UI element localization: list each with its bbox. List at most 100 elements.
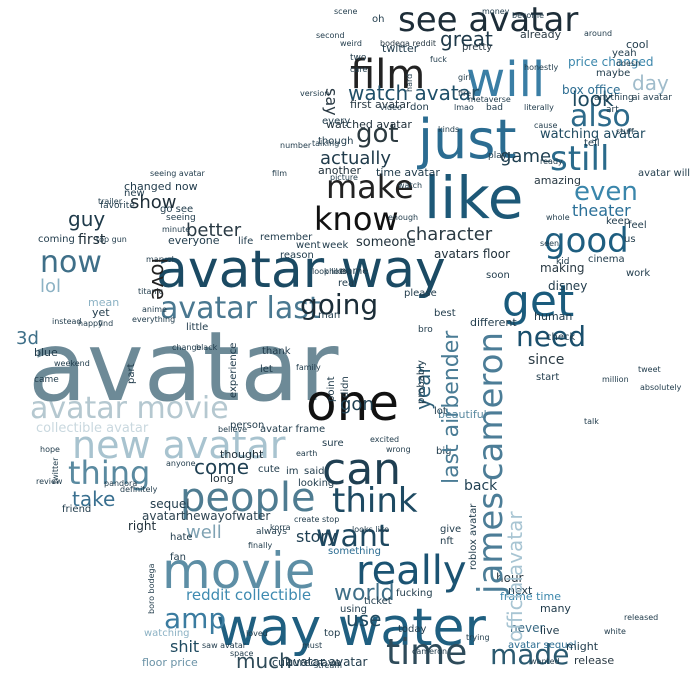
word: ticket <box>364 596 392 607</box>
word: right <box>128 519 156 533</box>
word: weekend <box>54 359 90 368</box>
word: though <box>318 136 353 147</box>
word: already <box>520 28 562 41</box>
word: first <box>78 232 106 248</box>
word: photo <box>324 267 347 276</box>
word: story <box>296 527 336 546</box>
word: girl <box>458 73 471 82</box>
word: scene <box>334 7 358 16</box>
word: movie <box>162 542 316 600</box>
word: two <box>350 53 367 63</box>
word: something <box>328 546 381 557</box>
word: boro bodega <box>147 563 156 614</box>
word: film <box>272 169 287 178</box>
word: see avatar <box>398 0 578 40</box>
word: tweet <box>638 365 661 374</box>
word: find <box>98 319 113 328</box>
word: point <box>326 376 337 402</box>
word: im <box>286 466 299 477</box>
word: part <box>126 363 137 384</box>
word: today <box>398 624 427 635</box>
word: officialavatar <box>503 511 527 642</box>
word: culturecrave <box>272 656 341 669</box>
word: remember <box>260 232 313 243</box>
word: first avatar <box>350 98 411 111</box>
word: avatars floor <box>434 247 510 261</box>
word: maybe <box>596 68 630 79</box>
word: number <box>280 141 312 150</box>
word: twitter <box>382 42 419 55</box>
word: let <box>260 364 273 375</box>
word: picture <box>330 173 358 182</box>
word: happy <box>78 319 103 328</box>
word: still <box>550 139 609 179</box>
word: ai avatar <box>632 93 672 103</box>
word: friend <box>62 504 91 515</box>
word: pretty <box>462 42 492 53</box>
word: will <box>466 52 545 108</box>
word: real <box>338 278 357 289</box>
word: metaverse <box>468 95 511 104</box>
word: stream <box>314 661 342 670</box>
word: going <box>300 288 378 321</box>
word: probably <box>416 360 427 404</box>
word: watching <box>144 628 190 639</box>
word: kinds <box>438 125 459 134</box>
word: hope <box>40 445 60 454</box>
word: change <box>172 343 202 352</box>
word: now <box>40 245 102 280</box>
word: look like <box>312 267 345 276</box>
word: fuck <box>430 55 447 64</box>
word: think <box>332 481 418 521</box>
word: say <box>322 88 341 116</box>
word: please <box>404 288 437 299</box>
word: create <box>294 515 319 524</box>
word: minute <box>162 225 190 234</box>
word: know <box>314 200 399 238</box>
word: mean <box>88 296 119 309</box>
word: good <box>544 221 629 261</box>
word: finally <box>248 541 272 550</box>
word: using <box>340 604 367 615</box>
word: anime <box>142 305 167 314</box>
word: guy <box>68 207 105 231</box>
word: wanted <box>530 657 560 666</box>
word: become <box>512 11 544 20</box>
word: reddit collectible <box>186 586 311 604</box>
word: bodega reddit <box>380 39 436 48</box>
word: character <box>406 224 493 245</box>
word: black <box>196 343 218 352</box>
word: fire <box>458 89 471 98</box>
word: family <box>296 363 321 372</box>
word: much <box>236 649 292 673</box>
word: thought <box>220 448 264 461</box>
word: nft <box>440 536 454 547</box>
word: work <box>626 268 650 279</box>
word: time <box>386 632 467 673</box>
word: person <box>230 420 264 431</box>
word: big <box>436 446 451 457</box>
word: year <box>411 365 435 410</box>
word: different <box>470 316 517 329</box>
word: space <box>230 649 254 658</box>
word: bro <box>418 325 433 335</box>
word: marvel <box>146 255 174 264</box>
word: collectible avatar <box>36 421 149 436</box>
word: experience <box>228 343 239 398</box>
word: coming <box>38 234 75 245</box>
word: anyone <box>166 459 196 468</box>
word: human <box>534 310 572 323</box>
word: yet <box>92 306 110 319</box>
word: literally <box>524 103 554 112</box>
word: trying <box>466 633 490 642</box>
word: avatar way <box>156 240 446 300</box>
word: best <box>434 308 456 319</box>
word: second <box>316 31 345 40</box>
word: take <box>72 487 115 511</box>
word: pandora <box>104 479 137 488</box>
word: looking <box>298 478 334 489</box>
word: favorite <box>100 201 135 211</box>
word: earth <box>296 449 317 458</box>
word: came <box>34 375 59 385</box>
